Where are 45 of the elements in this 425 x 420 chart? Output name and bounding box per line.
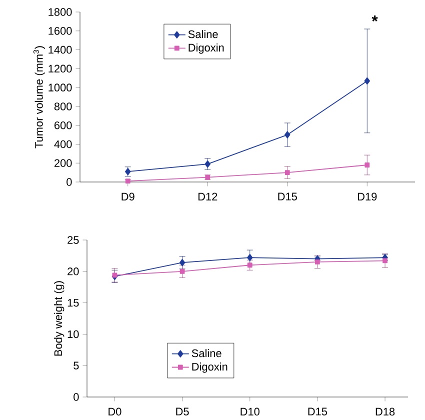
y-tick-label: 200 [54,159,72,167]
x-tick-label: D18 [376,408,395,416]
legend-label: Saline [188,30,218,38]
y-tick-label: 10 [68,330,79,338]
legend-label: Digoxin [192,362,228,373]
y-axis-title: Tumor volume (mm$^{3}$) [33,46,46,148]
y-tick-label: 1600 [48,27,72,35]
point [315,260,320,264]
point [179,258,186,266]
y-tick-label: 0 [74,393,79,401]
point [284,170,290,176]
x-tick-label: D10 [240,408,260,416]
point [284,131,290,138]
x-tick-label: D19 [358,192,377,201]
point [204,160,210,168]
y-tick-label: 1400 [48,46,72,54]
x-tick-label: D0 [108,408,122,416]
point [382,258,388,264]
x-tick-label: D15 [278,192,297,200]
y-tick-label: 0 [66,178,72,186]
x-tick-label: D12 [198,192,218,200]
point [364,162,370,168]
x-tick-label: D5 [176,408,189,416]
y-tick-label: 20 [68,268,79,276]
y-tick-label: 1000 [48,84,72,92]
y-tick-label: 15 [68,298,79,307]
y-tick-label: 800 [54,102,72,110]
y-tick-label: 1800 [48,8,72,16]
x-tick-label: D9 [122,192,134,201]
point [125,178,130,184]
annotation: * [372,16,378,22]
y-axis-title: Body weight (g) [54,281,64,356]
legend-label: Saline [192,349,222,358]
y-tick-label: 400 [54,140,72,148]
y-tick-label: 5 [74,362,79,370]
point [247,262,252,268]
point [112,272,118,278]
point [247,254,253,262]
y-tick-label: 600 [54,121,72,130]
legend-label: Digoxin [188,44,224,54]
y-tick-label: 1200 [48,64,72,73]
y-tick-label: 25 [68,236,79,244]
point [180,268,185,274]
point [364,77,370,85]
x-tick-label: D15 [308,408,328,416]
